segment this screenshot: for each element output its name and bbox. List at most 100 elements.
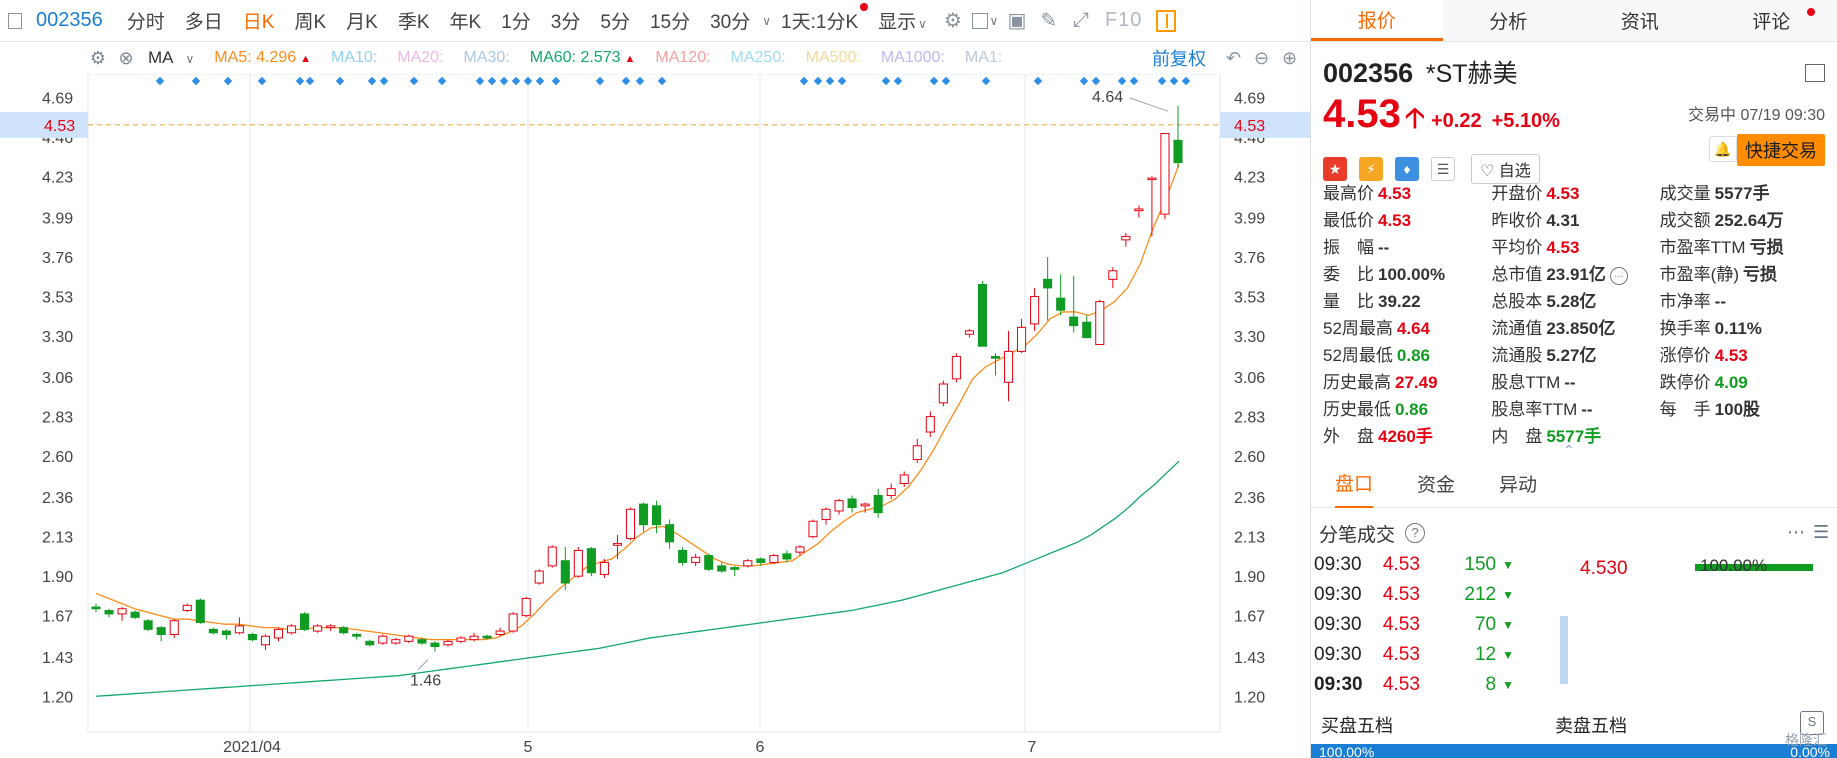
event-marker-icon (1181, 76, 1191, 86)
current-price-label-left: 4.53 (44, 118, 75, 135)
china-flag-icon[interactable]: ★ (1323, 157, 1347, 181)
ma-legend-item[interactable]: MA250: (731, 49, 786, 67)
camera-icon[interactable]: ▣ (1007, 10, 1027, 32)
y-tick-label-left: 2.83 (42, 410, 73, 427)
tab-analysis[interactable]: 分析 (1489, 12, 1528, 33)
list-menu-icon[interactable]: ☰ (1813, 522, 1830, 542)
period-15min[interactable]: 15分 (649, 12, 691, 33)
combo-period-select[interactable]: 1天:1分K (771, 3, 869, 34)
tab-quote[interactable]: 报价 (1311, 0, 1443, 41)
five-level-settings-icon[interactable]: S (1800, 711, 1824, 735)
ma-settings-icon[interactable]: ⚙ (89, 47, 107, 68)
help-icon[interactable]: ? (1405, 523, 1426, 543)
price-change: +0.22 (1430, 110, 1482, 132)
layout-square-icon[interactable]: ∨ (969, 0, 1001, 42)
period-daily-k[interactable]: 日K (242, 12, 275, 33)
quote-field: 平均价 4.53 (1491, 233, 1659, 258)
quote-field-label: 量 比 (1323, 292, 1374, 311)
stock-code: 002356 (1323, 58, 1414, 88)
panel-toggle-icon[interactable] (1156, 9, 1177, 32)
candlestick-chart[interactable]: 4.69 4.69 4.46 4.46 4.23 4.23 3.99 3.99 3.76 3.76… (0, 74, 1310, 758)
period-30min[interactable]: 30分 (710, 12, 751, 33)
period-more-caret-icon[interactable]: ∨ (762, 13, 772, 28)
zoom-out-icon[interactable]: ⊖ (1254, 48, 1270, 68)
quick-trade-button[interactable]: 快捷交易 (1737, 134, 1825, 166)
undo-icon[interactable]: ↶ (1226, 48, 1242, 68)
fullscreen-icon[interactable]: ⤢ (1072, 9, 1089, 31)
draw-pen-icon[interactable]: ✎ (1040, 10, 1058, 32)
alert-bell-icon[interactable]: 🔔 (1709, 136, 1737, 162)
ma-legend-item[interactable]: MA1: (965, 49, 1002, 67)
ma-legend-label: MA30: (463, 49, 510, 66)
add-watchlist-button[interactable]: ♡ 自选 (1471, 154, 1540, 184)
period-3min[interactable]: 3分 (550, 12, 581, 33)
ma-legend-item[interactable]: MA1000: (881, 49, 945, 67)
more-options-icon[interactable]: ⋯ (1787, 522, 1805, 542)
ma-indicator-select[interactable]: MA ∨ (148, 48, 194, 68)
candle-body (182, 604, 192, 611)
candle-body (938, 383, 948, 404)
period-monthly-k[interactable]: 月K (346, 12, 378, 33)
adjust-restore-toggle[interactable]: 前复权 (1152, 49, 1206, 69)
candle-body (573, 549, 583, 577)
period-5min[interactable]: 5分 (600, 12, 630, 33)
y-tick-label-right: 4.69 (1234, 90, 1265, 107)
quote-field-label: 市盈率TTM (1659, 238, 1746, 257)
five-level-header: 买盘五档 卖盘五档 S (1311, 706, 1837, 744)
settings-gear-icon[interactable]: ⚙ (943, 10, 962, 32)
quote-row: 最高价 4.53 开盘价 4.53 成交量 5577手 (1323, 178, 1828, 205)
tab-movements[interactable]: 异动 (1499, 475, 1538, 496)
panel-layout-icon[interactable] (1805, 64, 1825, 82)
sidebar-toggle-icon[interactable] (8, 12, 22, 29)
quote-row: 外 盘 4260手内 盘 5577手 (1323, 421, 1828, 448)
period-intraday[interactable]: 分时 (126, 12, 165, 33)
orderbook-tabs: 盘口 资金 异动 (1311, 460, 1837, 508)
candle-body (678, 549, 688, 563)
event-marker-icon (1079, 76, 1089, 86)
f10-button[interactable]: F10 (1104, 9, 1143, 31)
candle-body (365, 640, 375, 646)
ma-legend-item[interactable]: MA5: 4.296 ▲ (214, 49, 311, 67)
quote-field-value: -- (1564, 373, 1576, 392)
y-tick-label-left: 3.53 (42, 289, 73, 306)
display-dropdown[interactable]: 显示 ∨ (868, 7, 937, 34)
tick-price: 4.53 (1382, 674, 1420, 695)
sell-ratio: 0.00% (1790, 744, 1830, 758)
chart-canvas[interactable]: 4.69 4.694.46 4.464.23 4.233.99 3.993.76 3.76… (0, 74, 1310, 758)
collapse-chevron-icon[interactable]: ⌃ (1563, 442, 1575, 458)
period-multiday[interactable]: 多日 (184, 12, 223, 33)
tab-orderbook[interactable]: 盘口 (1335, 460, 1374, 508)
stock-name: *ST赫美 (1425, 60, 1518, 88)
more-options-icon[interactable]: … (1609, 266, 1628, 285)
quote-field-value: 0.86 (1395, 400, 1429, 419)
tab-news[interactable]: 资讯 (1620, 12, 1659, 33)
event-marker-icon (475, 76, 485, 86)
ma-legend-item[interactable]: MA500: (806, 49, 861, 67)
notes-icon[interactable]: ☰ (1431, 157, 1455, 181)
ma-legend-item[interactable]: MA20: (397, 49, 443, 67)
period-1min[interactable]: 1分 (501, 12, 531, 33)
ma-legend-item[interactable]: MA30: (464, 49, 510, 67)
candle-body (756, 558, 766, 563)
period-weekly-k[interactable]: 周K (294, 12, 327, 33)
lightning-icon[interactable]: ⚡ (1359, 157, 1383, 181)
quote-field: 委 比 100.00% (1323, 260, 1491, 285)
quote-field: 流通值 23.850亿 (1491, 314, 1659, 339)
quote-field-value: 5577手 (1714, 184, 1770, 203)
quote-field-label: 流通值 (1491, 319, 1543, 338)
ma-legend-item[interactable]: MA10: (331, 49, 377, 67)
ma-close-icon[interactable]: ⊗ (118, 47, 134, 68)
ma-legend-item[interactable]: MA120: (655, 49, 710, 67)
period-quarterly-k[interactable]: 季K (397, 12, 430, 33)
candle-body (847, 498, 857, 509)
tick-volume: 150 (1464, 554, 1497, 575)
zoom-in-icon[interactable]: ⊕ (1282, 48, 1298, 68)
tag-icon[interactable]: ♦ (1395, 157, 1419, 181)
candle-body (169, 620, 179, 636)
event-marker-icon (1157, 76, 1167, 86)
tab-comments[interactable]: 评论 (1706, 0, 1837, 41)
period-yearly-k[interactable]: 年K (449, 12, 482, 33)
tab-capital-flow[interactable]: 资金 (1417, 475, 1456, 496)
stock-code-tab[interactable]: 002356 (36, 9, 103, 31)
ma-legend-item[interactable]: MA60: 2.573 ▲ (530, 49, 636, 67)
